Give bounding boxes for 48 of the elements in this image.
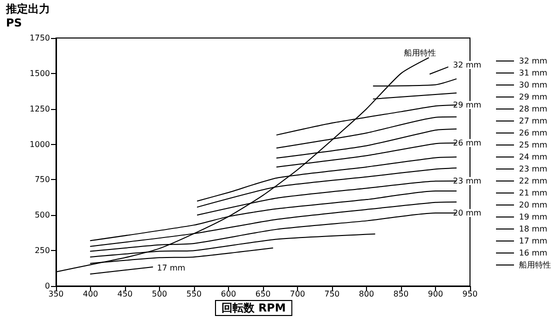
- legend-label: 23 mm: [519, 164, 548, 174]
- legend-label: 22 mm: [519, 176, 548, 186]
- legend-label: 26 mm: [519, 128, 548, 138]
- legend-label: 28 mm: [519, 104, 548, 114]
- legend-label: 20 mm: [519, 200, 548, 210]
- x-tick-label: 450: [117, 290, 133, 298]
- y-axis-title: 推定出力 PS: [5, 2, 50, 30]
- x-tick-label: 700: [290, 290, 306, 298]
- x-tick-label: 400: [82, 290, 98, 298]
- legend-label: 24 mm: [519, 152, 548, 162]
- legend-label: 32 mm: [519, 56, 548, 66]
- legend-label: 31 mm: [519, 68, 548, 78]
- annotation: 17 mm: [157, 264, 186, 272]
- y-tick-label: 750: [34, 175, 50, 184]
- legend-label: 17 mm: [519, 236, 548, 246]
- annotation: 船用特性: [404, 48, 436, 58]
- x-tick-label: 950: [462, 290, 478, 298]
- legend-label: 船用特性: [519, 260, 551, 270]
- x-tick-label: 600: [220, 290, 236, 298]
- y-tick-label: 0: [44, 282, 50, 290]
- legend-label: 25 mm: [519, 140, 548, 150]
- x-tick-label: 500: [152, 290, 168, 298]
- annotation: 32 mm: [453, 60, 482, 70]
- legend-label: 30 mm: [519, 80, 548, 90]
- x-tick-label: 900: [428, 290, 444, 298]
- annotation: 20 mm: [453, 208, 482, 218]
- y-tick-label: 1750: [30, 34, 50, 42]
- x-axis-title: 回転数 RPM: [222, 302, 286, 314]
- x-tick-label: 750: [324, 290, 340, 298]
- annotation: 23 mm: [453, 176, 482, 186]
- y-tick-label: 1000: [30, 140, 50, 149]
- legend-label: 27 mm: [519, 116, 548, 126]
- x-tick-label: 550: [186, 290, 202, 298]
- legend-label: 18 mm: [519, 224, 548, 234]
- x-tick-label: 800: [358, 290, 374, 298]
- legend-label: 16 mm: [519, 248, 548, 258]
- annotation: 26 mm: [453, 138, 482, 148]
- legend-label: 29 mm: [519, 92, 548, 102]
- x-tick-label: 350: [48, 290, 64, 298]
- y-tick-label: 1250: [30, 104, 50, 114]
- y-tick-label: 500: [34, 210, 50, 220]
- annotation: 29 mm: [453, 100, 482, 110]
- x-tick-label: 650: [255, 290, 271, 298]
- y-tick-label: 250: [34, 246, 50, 256]
- x-tick-label: 850: [393, 290, 409, 298]
- legend-label: 19 mm: [519, 212, 548, 222]
- y-tick-label: 1500: [30, 68, 50, 78]
- legend-label: 21 mm: [519, 188, 548, 198]
